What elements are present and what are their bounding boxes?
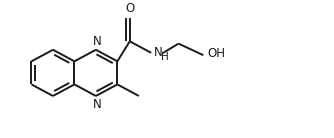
Text: OH: OH — [207, 47, 225, 60]
Text: H: H — [161, 52, 169, 62]
Text: O: O — [125, 2, 134, 15]
Text: N: N — [154, 46, 163, 59]
Text: N: N — [93, 35, 101, 48]
Text: N: N — [93, 98, 101, 111]
